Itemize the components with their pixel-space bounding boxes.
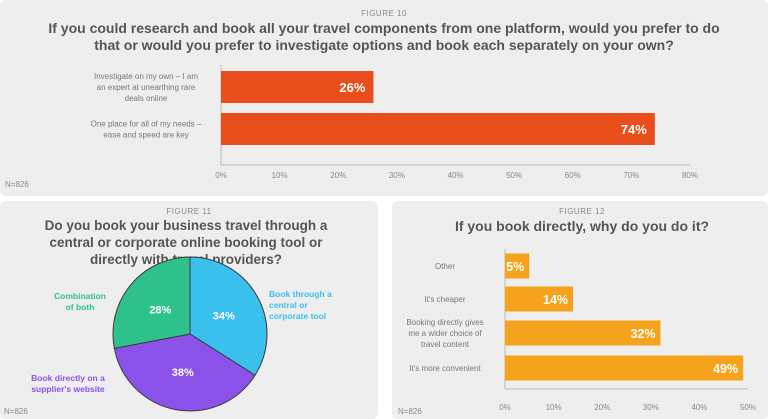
chart-title-line: If you could research and book all your … xyxy=(48,20,719,36)
slice-label: corporate tool xyxy=(269,311,326,321)
x-tick-label: 80% xyxy=(682,171,698,180)
figure-12-chart: FIGURE 12 If you book directly, why do yo… xyxy=(398,207,756,416)
pie-slice xyxy=(113,333,256,412)
category-label: One place for all of my needs – xyxy=(91,120,202,129)
bar-value-label: 14% xyxy=(543,293,568,307)
x-tick-label: 10% xyxy=(272,171,288,180)
category-label: me a wider choice of xyxy=(408,329,482,338)
sample-size-note: N=826 xyxy=(4,407,28,416)
x-tick-label: 40% xyxy=(691,403,707,412)
slice-label: supplier's website xyxy=(31,384,105,394)
pie-slice xyxy=(112,256,191,350)
bar xyxy=(505,320,661,346)
slice-value-label: 28% xyxy=(149,304,171,316)
x-tick-label: 40% xyxy=(447,171,463,180)
bar xyxy=(221,113,655,145)
x-tick-label: 70% xyxy=(623,171,639,180)
category-label: Investigate on my own – I am xyxy=(94,72,198,81)
bar xyxy=(505,253,530,279)
bar-value-label: 32% xyxy=(630,327,655,341)
sample-size-note: N=826 xyxy=(5,180,29,189)
figure-label: FIGURE 12 xyxy=(559,207,605,216)
figure-11-chart: FIGURE 11 Do you book your business trave… xyxy=(4,207,332,416)
x-tick-label: 0% xyxy=(499,403,511,412)
x-tick-label: 50% xyxy=(740,403,756,412)
x-tick-label: 0% xyxy=(215,171,227,180)
bar-value-label: 26% xyxy=(339,80,365,95)
x-tick-label: 60% xyxy=(565,171,581,180)
slice-label: Book through a xyxy=(269,289,332,299)
slice-label: of both xyxy=(66,302,95,312)
chart-title-line: that or would you prefer to investigate … xyxy=(94,37,674,53)
slice-label: Book directly on a xyxy=(31,373,105,383)
slice-value-label: 34% xyxy=(213,310,235,322)
slice-label: Combination xyxy=(54,291,106,301)
figure-12-panel: FIGURE 12 If you book directly, why do yo… xyxy=(392,201,768,419)
bar-value-label: 49% xyxy=(713,362,738,376)
category-label: It's cheaper xyxy=(424,295,465,304)
bar-value-label: 74% xyxy=(621,122,647,137)
bar xyxy=(505,286,574,312)
x-tick-label: 20% xyxy=(330,171,346,180)
bar xyxy=(505,355,744,381)
figure-10-panel: FIGURE 10 If you could research and book … xyxy=(0,0,768,196)
x-tick-label: 10% xyxy=(546,403,562,412)
category-label: ease and speed are key xyxy=(103,131,188,140)
category-label: an expert at unearthing rare xyxy=(97,83,196,92)
chart-title-line: central or corporate online booking tool… xyxy=(49,235,323,250)
x-tick-label: 30% xyxy=(643,403,659,412)
slice-label: central or xyxy=(269,300,308,310)
figure-label: FIGURE 10 xyxy=(361,9,407,18)
category-label: It's more convenient xyxy=(409,364,481,373)
x-tick-label: 50% xyxy=(506,171,522,180)
chart-title-line: If you book directly, why do you do it? xyxy=(455,218,709,234)
category-label: travel content xyxy=(421,340,470,349)
figure-11-panel: FIGURE 11 Do you book your business trave… xyxy=(0,201,378,419)
x-tick-label: 20% xyxy=(594,403,610,412)
category-label: Other xyxy=(435,262,455,271)
category-label: deals online xyxy=(125,94,168,103)
slice-value-label: 38% xyxy=(172,367,194,379)
bar xyxy=(221,71,374,103)
figure-label: FIGURE 11 xyxy=(166,207,211,216)
category-label: Booking directly gives xyxy=(406,318,483,327)
x-tick-label: 30% xyxy=(389,171,405,180)
bar-value-label: 5% xyxy=(506,260,524,274)
sample-size-note: N=826 xyxy=(398,407,422,416)
figure-10-chart: FIGURE 10 If you could research and book … xyxy=(5,9,720,189)
chart-title-line: Do you book your business travel through… xyxy=(45,218,328,233)
